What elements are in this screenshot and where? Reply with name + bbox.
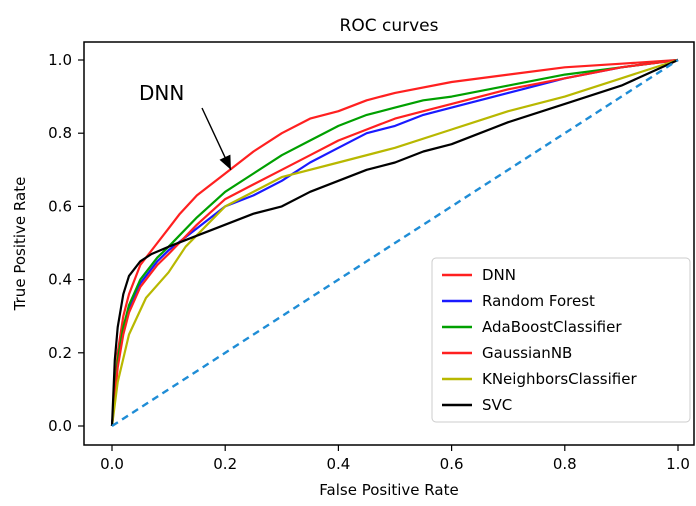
plot-frame xyxy=(83,41,695,446)
y-tick-label: 0.8 xyxy=(48,124,72,142)
chart-title: ROC curves xyxy=(340,16,439,36)
annotation-layer: DNN xyxy=(139,81,232,171)
x-tick-label: 0.4 xyxy=(326,455,350,473)
y-tick-label: 0.4 xyxy=(48,271,72,289)
legend: DNN Random Forest AdaBoostClassifier Gaussi… xyxy=(431,257,691,423)
series-line-random-forest-1 xyxy=(110,58,679,427)
y-tick-label: 1.0 xyxy=(48,51,72,69)
legend-label-svc-5: SVC xyxy=(482,396,512,414)
legend-label-gaussiannb-3: GaussianNB xyxy=(482,344,572,362)
series-line-dnn-0 xyxy=(110,58,679,427)
y-axis-label: True Positive Rate xyxy=(11,177,29,312)
y-tick-label: 0.0 xyxy=(48,417,72,435)
series-line-adaboostclassifier-2 xyxy=(110,58,679,427)
y-tick-label: 0.6 xyxy=(48,197,72,215)
x-tick-label: 0.8 xyxy=(553,455,577,473)
curves-layer xyxy=(110,58,679,428)
legend-label-dnn-0: DNN xyxy=(482,266,516,284)
ticks-layer: 0.0 0.2 0.4 0.6 0.8 1.0 0.0 0.2 0.4 0.6 0.8 1.0 xyxy=(48,51,690,473)
series-line-gaussiannb-3 xyxy=(110,58,679,427)
x-tick-label: 0.0 xyxy=(100,455,124,473)
x-tick-label: 0.2 xyxy=(213,455,237,473)
annotation-label: DNN xyxy=(139,81,184,105)
series-line-kneighborsclassifier-4 xyxy=(110,58,679,427)
legend-label-kneighborsclassifier-4: KNeighborsClassifier xyxy=(482,370,637,388)
diagonal-reference-line xyxy=(111,58,679,428)
legend-box xyxy=(431,257,691,423)
x-tick-label: 1.0 xyxy=(666,455,690,473)
annotation-arrow-head xyxy=(219,154,231,170)
series-line-svc-5 xyxy=(110,58,679,427)
legend-label-adaboostclassifier-2: AdaBoostClassifier xyxy=(482,318,622,336)
legend-label-random-forest-1: Random Forest xyxy=(482,292,595,310)
x-axis-label: False Positive Rate xyxy=(319,481,458,499)
x-tick-label: 0.6 xyxy=(440,455,464,473)
y-tick-label: 0.2 xyxy=(48,344,72,362)
